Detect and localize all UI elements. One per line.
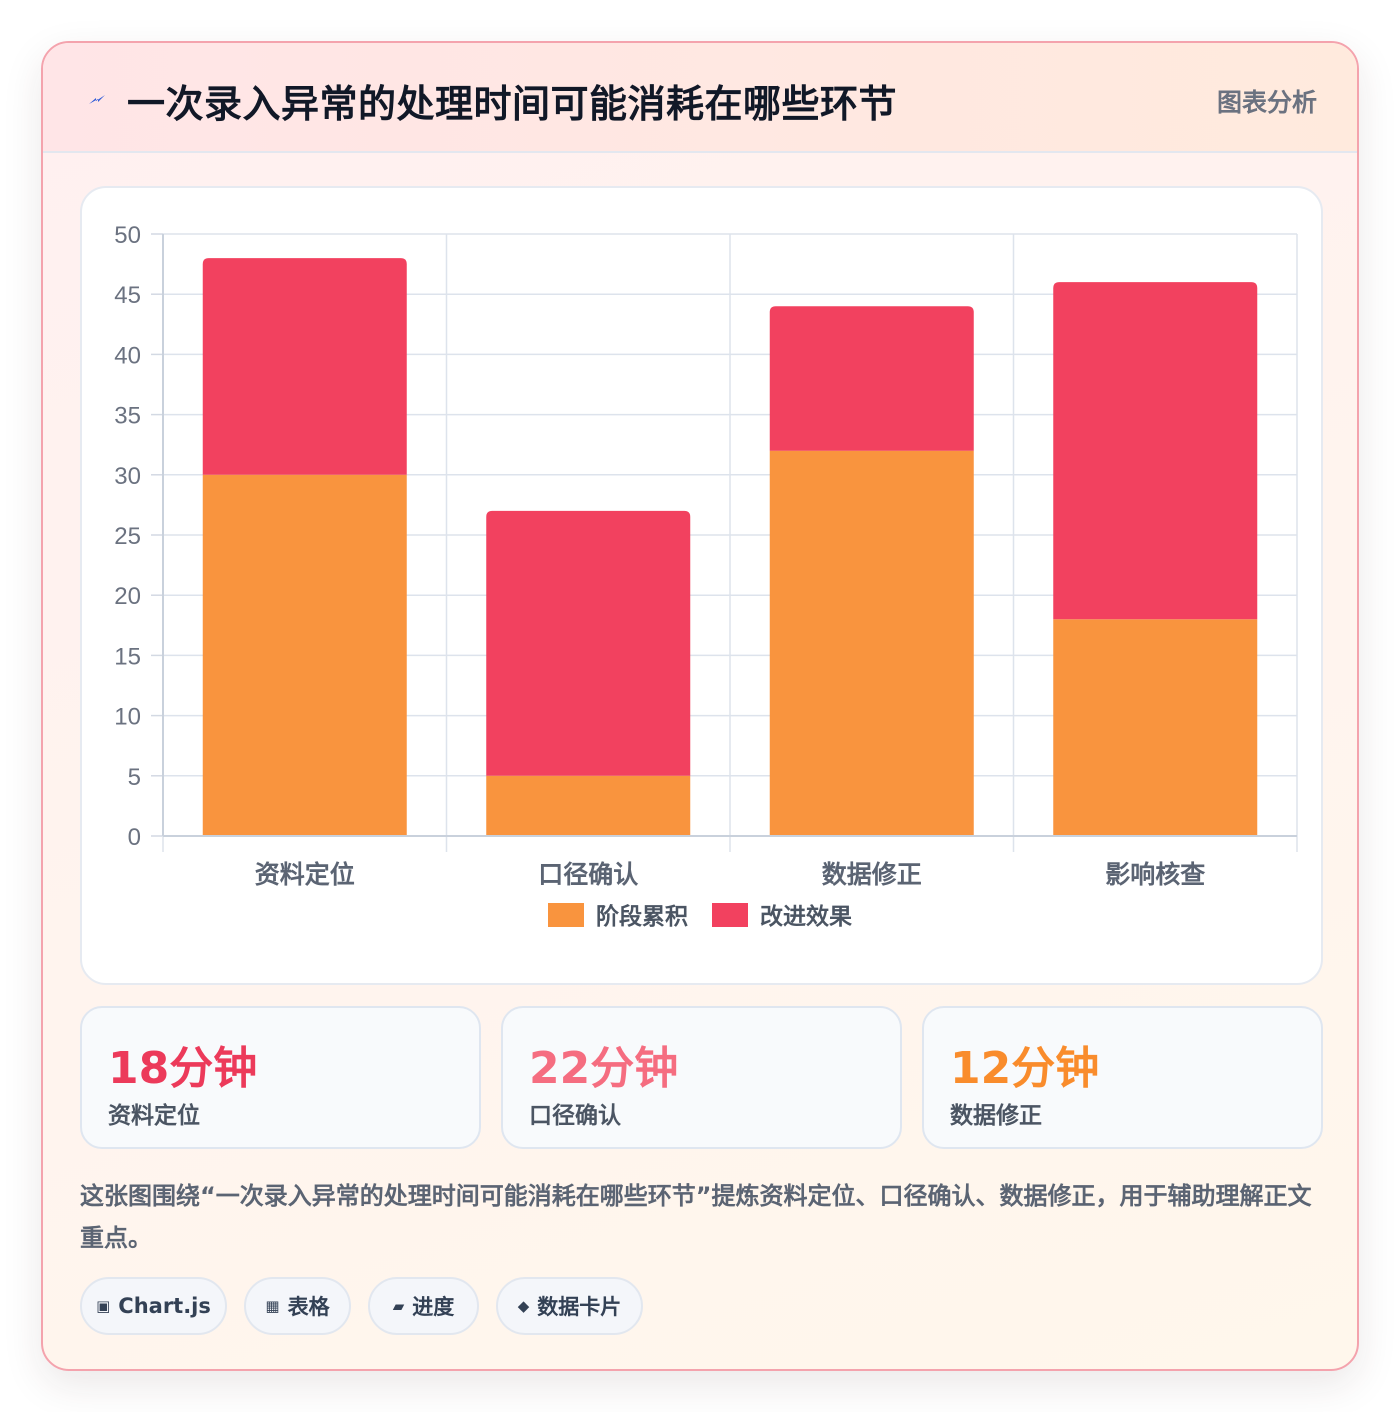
stat-value: 18分钟: [108, 1043, 258, 1094]
chart-analysis-tag: 图表分析: [1216, 88, 1317, 117]
y-tick-label: 25: [114, 523, 141, 550]
bar-阶段累积: [769, 450, 974, 836]
card-header: 一次录入异常的处理时间可能消耗在哪些环节 图表分析: [43, 43, 1357, 153]
page-title: 一次录入异常的处理时间可能消耗在哪些环节: [127, 82, 898, 126]
tag-label: 进度: [412, 1295, 455, 1319]
tag-data-card[interactable]: ◆ 数据卡片: [496, 1277, 643, 1335]
tag-chartjs[interactable]: ▣ Chart.js: [80, 1277, 227, 1335]
y-tick-label: 50: [114, 222, 141, 249]
y-tick-label: 40: [114, 342, 141, 369]
x-tick-label: 影响核查: [1105, 860, 1205, 889]
legend-label: 阶段累积: [596, 903, 688, 930]
progress-icon: ▰: [392, 1297, 405, 1315]
y-tick-label: 5: [128, 764, 141, 791]
bar-改进效果: [202, 258, 407, 475]
stat-value: 12分钟: [950, 1043, 1100, 1094]
bar-改进效果: [769, 306, 974, 451]
y-tick-label: 30: [114, 463, 141, 490]
tag-label: 表格: [287, 1295, 330, 1319]
y-tick-label: 35: [114, 403, 141, 430]
bar-阶段累积: [486, 775, 691, 836]
stat-card-1: 18分钟 资料定位: [80, 1006, 481, 1149]
y-tick-label: 45: [114, 282, 141, 309]
y-tick-label: 20: [114, 583, 141, 610]
y-tick-label: 10: [114, 704, 141, 731]
lightning-icon: [89, 95, 105, 104]
legend-swatch: [548, 903, 584, 927]
legend-swatch: [712, 903, 748, 927]
bar-改进效果: [1053, 282, 1258, 620]
tag-table[interactable]: ▦ 表格: [244, 1277, 351, 1335]
y-tick-label: 15: [114, 643, 141, 670]
stat-value: 22分钟: [529, 1043, 679, 1094]
chart-card: 一次录入异常的处理时间可能消耗在哪些环节 图表分析 0 5 10 15 20 25 30 35…: [41, 41, 1359, 1371]
table-icon: ▦: [265, 1297, 280, 1315]
stat-label: 资料定位: [108, 1103, 200, 1129]
bar-改进效果: [486, 510, 691, 776]
tag-label: Chart.js: [118, 1294, 211, 1318]
bar-阶段累积: [1053, 619, 1258, 836]
stat-label: 数据修正: [950, 1103, 1042, 1129]
chip-icon: ▣: [96, 1297, 111, 1315]
y-tick-label: 0: [128, 824, 141, 851]
tag-label: 数据卡片: [537, 1295, 622, 1319]
stacked-bar-chart: 0 5 10 15 20 25 30 35 40 45 50 资料定位 口径确认 数据修正 影响核查阶段累积…: [114, 222, 1298, 930]
tag-progress[interactable]: ▰ 进度: [368, 1277, 479, 1335]
bar-阶段累积: [202, 474, 407, 836]
x-tick-label: 数据修正: [822, 860, 922, 889]
diamond-icon: ◆: [517, 1297, 530, 1315]
x-tick-label: 资料定位: [255, 860, 355, 889]
stat-label: 口径确认: [529, 1103, 621, 1129]
chart-panel: 0 5 10 15 20 25 30 35 40 45 50 资料定位 口径确认 数据修正 影响核查阶段累积…: [80, 186, 1323, 985]
stat-card-3: 12分钟 数据修正: [922, 1006, 1323, 1149]
stat-card-2: 22分钟 口径确认: [501, 1006, 902, 1149]
legend-label: 改进效果: [760, 903, 852, 930]
chart-caption: 这张图围绕“一次录入异常的处理时间可能消耗在哪些环节”提炼资料定位、口径确认、数…: [80, 1182, 1312, 1252]
x-tick-label: 口径确认: [538, 860, 638, 889]
